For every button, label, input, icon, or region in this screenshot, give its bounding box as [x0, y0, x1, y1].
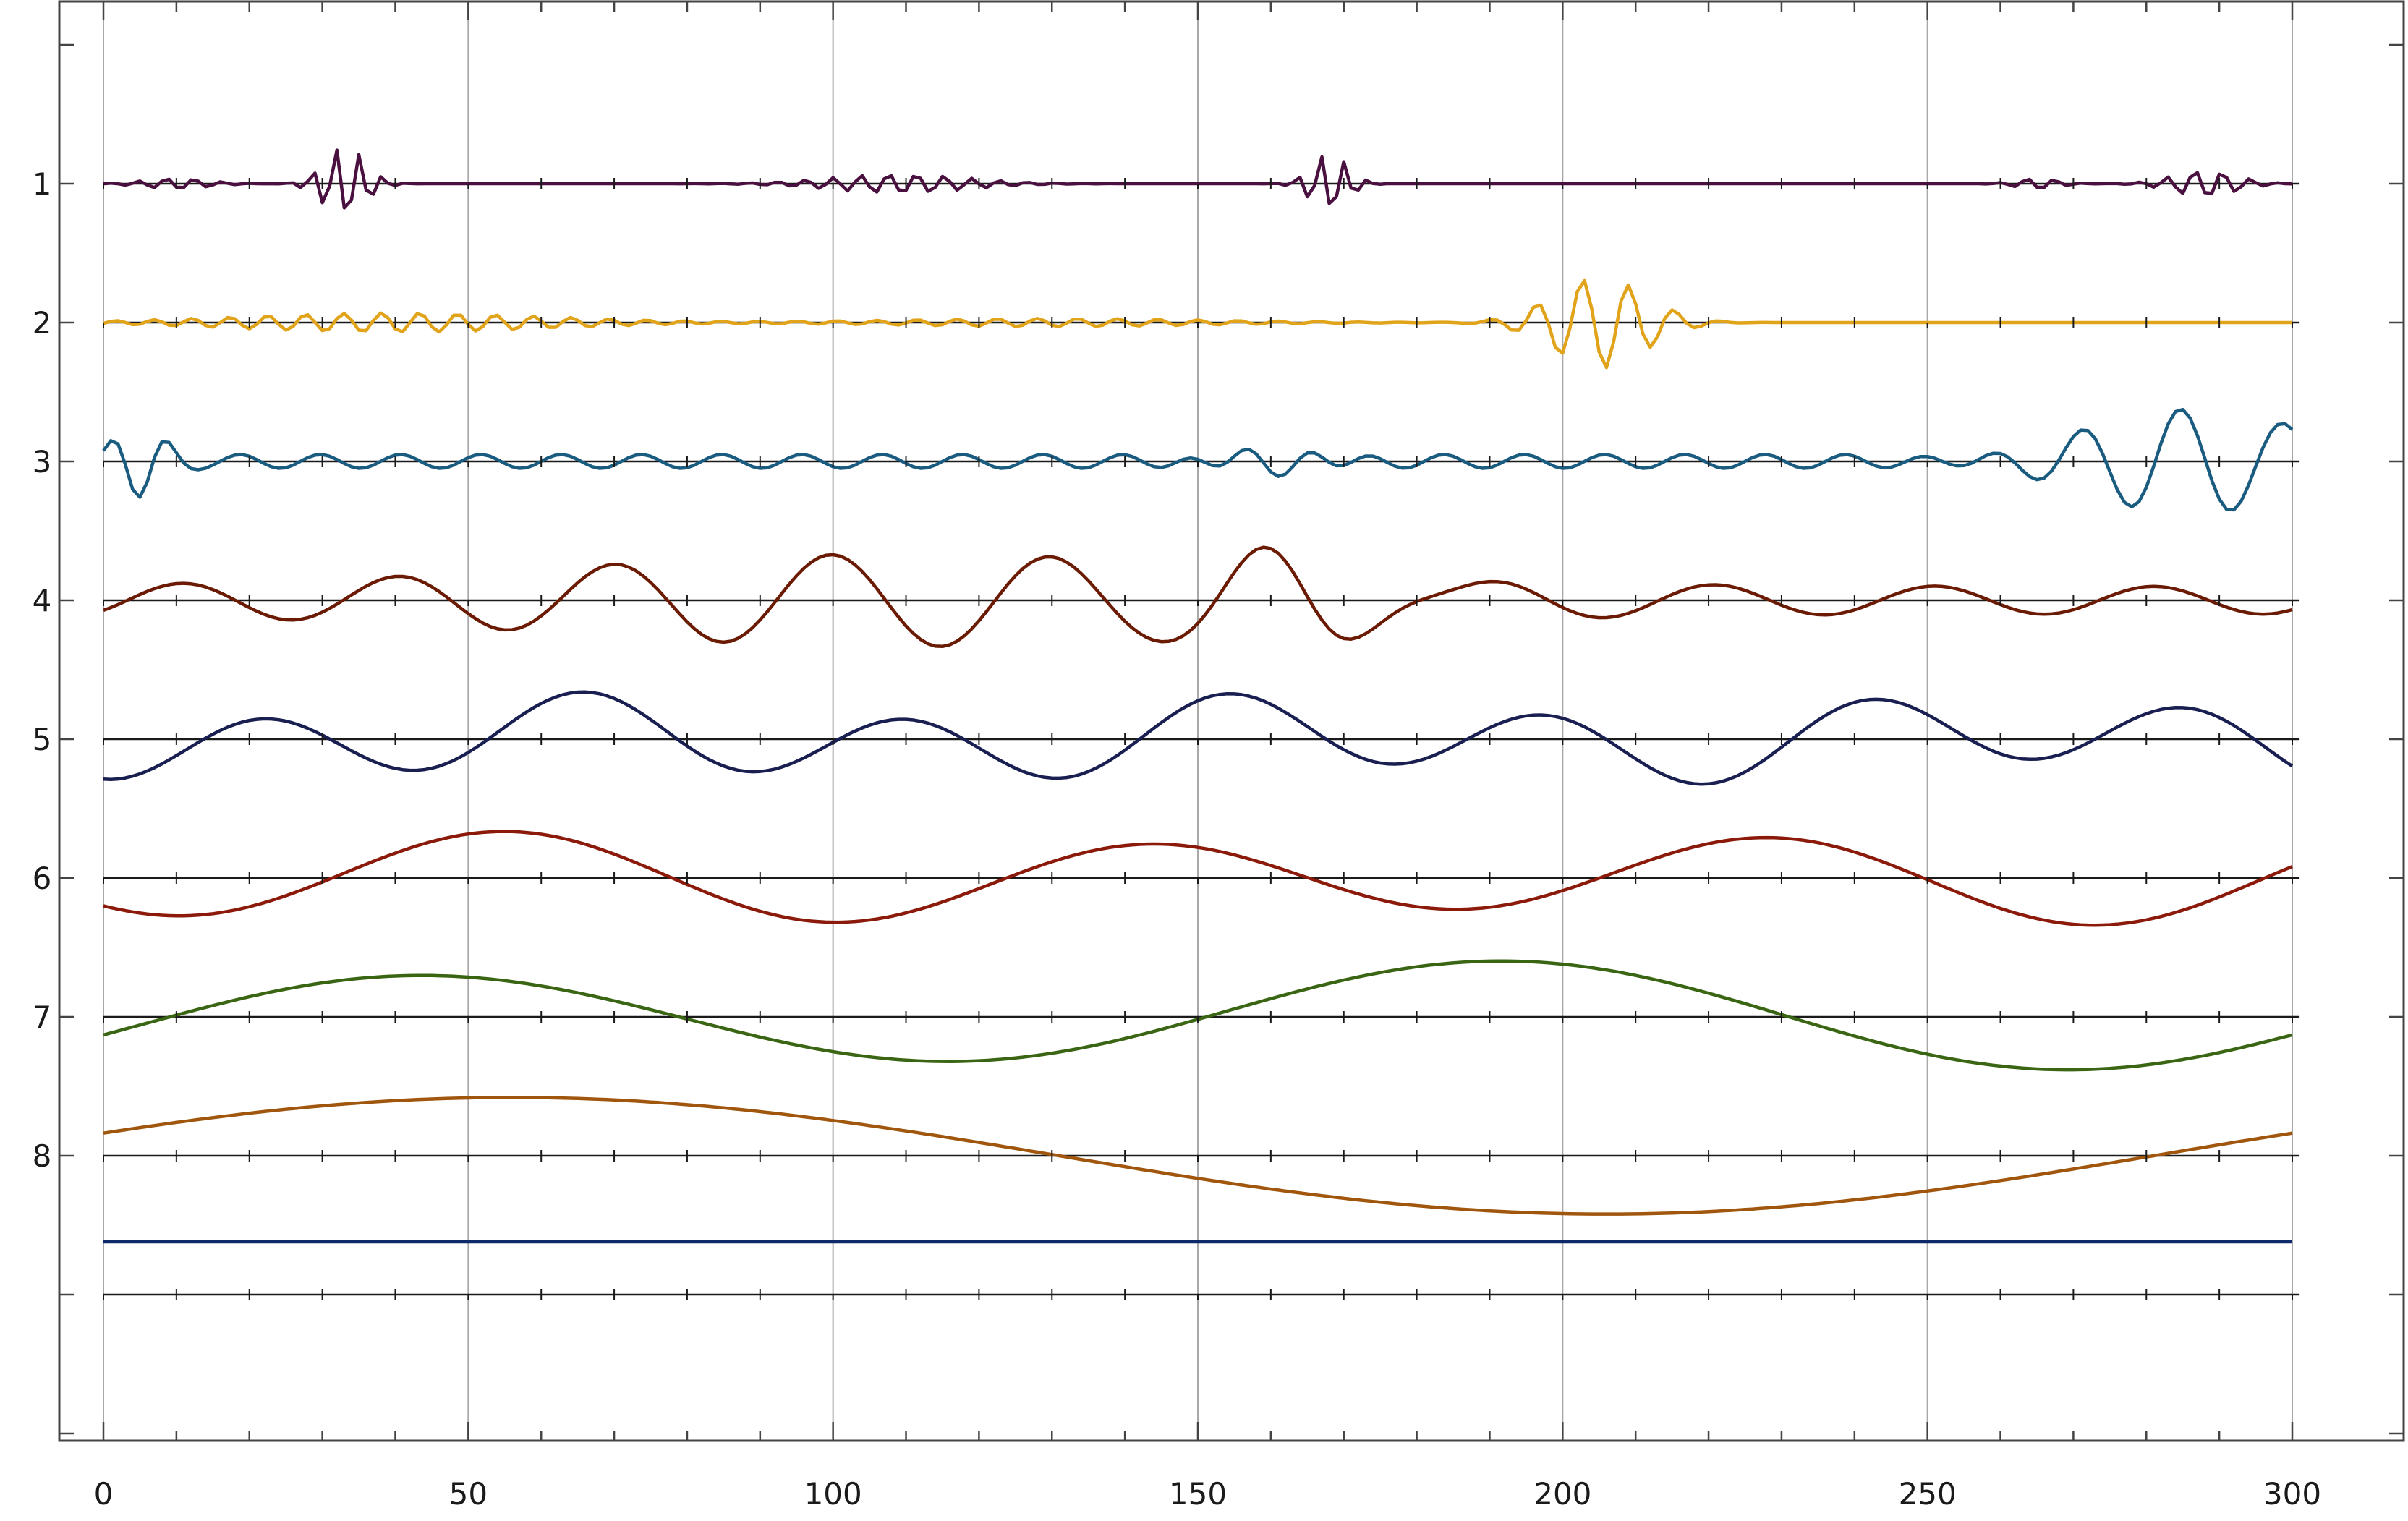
y-tick-label: 1	[33, 166, 52, 202]
y-tick-label: 2	[33, 305, 52, 341]
y-tick-label: 3	[33, 444, 52, 480]
x-tick-label: 300	[2263, 1476, 2321, 1512]
y-tick-label: 5	[33, 722, 52, 757]
y-tick-label: 4	[33, 583, 52, 618]
x-tick-label: 50	[449, 1476, 488, 1512]
series-line-8	[103, 1096, 2293, 1216]
x-tick-label: 250	[1899, 1476, 1957, 1512]
axis-ticks	[59, 1, 2404, 1441]
x-tick-label: 200	[1533, 1476, 1591, 1512]
vertical-gridlines	[103, 1, 2293, 1441]
series-line-4	[103, 545, 2293, 649]
y-tick-label: 8	[33, 1138, 52, 1174]
x-tick-label: 100	[804, 1476, 862, 1512]
y-axis-tick-labels: 1 2 3 4 5 6 7 8	[33, 166, 52, 1174]
x-tick-label: 0	[94, 1476, 114, 1512]
x-axis-tick-labels: 0 50 100 150 200 250 300	[94, 1476, 2321, 1512]
y-tick-label: 6	[33, 861, 52, 896]
y-tick-label: 7	[33, 1000, 52, 1035]
series-line-3	[102, 407, 2294, 512]
plot-frame	[58, 0, 2405, 1442]
x-tick-label: 150	[1169, 1476, 1227, 1512]
series-line-5	[103, 690, 2294, 786]
